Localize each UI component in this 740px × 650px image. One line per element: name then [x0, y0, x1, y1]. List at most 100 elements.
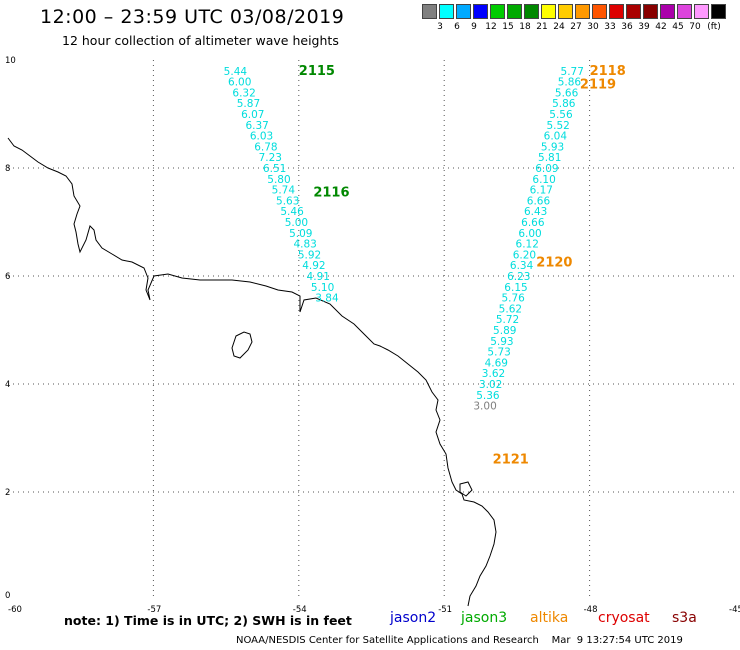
wave-height-value: 3.84	[315, 293, 339, 305]
wave-height-value: 3.62	[482, 368, 505, 380]
color-swatch	[592, 4, 607, 19]
wave-height-value: 5.92	[298, 249, 321, 261]
color-swatch	[575, 4, 590, 19]
y-tick-label: 8	[5, 164, 10, 174]
color-swatch	[643, 4, 658, 19]
wave-height-value: 5.76	[501, 293, 525, 305]
wave-height-value: 5.36	[476, 390, 500, 402]
wave-height-value: 5.93	[541, 141, 564, 153]
wave-height-value: 5.52	[546, 120, 569, 132]
pass-number-label: 2115	[299, 64, 335, 79]
color-swatch	[711, 4, 726, 19]
wave-height-value: 6.07	[241, 109, 264, 121]
wave-height-value: 4.92	[302, 260, 325, 272]
wave-height-value: 6.03	[250, 131, 273, 143]
color-scale-label: 3	[437, 22, 443, 32]
wave-height-value: 4.91	[307, 271, 330, 283]
x-tick-label: -45	[729, 605, 740, 615]
wave-height-value: 6.09	[535, 163, 558, 175]
color-scale-label: 70	[689, 22, 701, 32]
color-scale-label: 33	[604, 22, 616, 32]
wave-height-value: 5.63	[276, 195, 299, 207]
wave-height-value: 5.80	[267, 174, 290, 186]
wave-height-value: 5.73	[487, 347, 510, 359]
map-subtitle: 12 hour collection of altimeter wave hei…	[62, 33, 339, 48]
wave-height-value: 5.93	[490, 336, 513, 348]
color-swatch	[626, 4, 641, 19]
map-title: 12:00 – 23:59 UTC 03/08/2019	[40, 6, 345, 28]
satellite-legend-altika: altika	[530, 610, 569, 626]
y-tick-label: 4	[5, 380, 10, 390]
wave-height-value: 5.81	[538, 152, 561, 164]
footnote: note: 1) Time is in UTC; 2) SWH is in fe…	[64, 613, 352, 628]
y-tick-label: 10	[5, 56, 16, 66]
wave-height-value: 6.17	[530, 185, 553, 197]
color-scale-label: 9	[471, 22, 477, 32]
wave-height-value: 5.87	[237, 98, 260, 110]
wave-height-value: 7.23	[259, 152, 282, 164]
wave-height-value: 6.00	[228, 77, 251, 89]
color-swatch	[473, 4, 488, 19]
wave-height-value: 4.69	[485, 357, 508, 369]
wave-height-value: 5.86	[558, 77, 582, 89]
coastline	[7, 137, 497, 607]
wave-height-value: 5.62	[499, 303, 522, 315]
satellite-legend-s3a: s3a	[672, 610, 697, 626]
wave-height-value: 5.10	[311, 282, 334, 294]
x-tick-label: -57	[147, 605, 161, 615]
wave-height-value: 6.23	[507, 271, 530, 283]
satellite-legend-jason2: jason2	[390, 610, 437, 626]
color-scale-label: 24	[553, 22, 565, 32]
y-tick-label: 2	[5, 488, 10, 498]
pass-number-label: 2120	[536, 256, 572, 271]
credit-line: NOAA/NESDIS Center for Satellite Applica…	[236, 635, 683, 646]
satellite-legend-cryosat: cryosat	[598, 610, 650, 626]
wave-height-value: 5.66	[555, 87, 579, 99]
color-scale-label: 36	[621, 22, 633, 32]
wave-height-value: 6.66	[521, 217, 545, 229]
wave-height-value: 6.20	[513, 249, 536, 261]
color-scale-label: 18	[519, 22, 531, 32]
wave-height-value: 5.86	[552, 98, 576, 110]
wave-height-value: 4.83	[293, 239, 316, 251]
wave-height-value: 5.74	[272, 185, 296, 197]
color-swatch	[677, 4, 692, 19]
x-tick-label: -54	[293, 605, 307, 615]
color-swatch	[541, 4, 556, 19]
pass-number-label: 2121	[493, 453, 529, 468]
color-swatch	[507, 4, 522, 19]
color-swatch	[558, 4, 573, 19]
color-swatch	[694, 4, 709, 19]
wave-height-value: 6.51	[263, 163, 286, 175]
wave-height-value: 6.15	[504, 282, 527, 294]
satellite-legend-jason3: jason3	[461, 610, 508, 626]
wave-height-value: 5.56	[549, 109, 573, 121]
pass-number-label: 2119	[580, 77, 616, 92]
wave-height-value: 3.00	[473, 401, 496, 413]
color-scale-label: 21	[536, 22, 548, 32]
color-scale-label: 39	[638, 22, 650, 32]
wave-height-value: 5.77	[561, 66, 584, 78]
x-tick-label: -48	[584, 605, 598, 615]
color-scale-label: 30	[587, 22, 599, 32]
island-small	[459, 481, 473, 497]
axis-ticks: -60 -57 -54 -51 -48 -45 0 2 4 6 8 10	[5, 56, 740, 615]
wave-height-value: 6.10	[532, 174, 555, 186]
color-swatch	[524, 4, 539, 19]
color-swatch	[490, 4, 505, 19]
island-marajo-area	[231, 331, 253, 359]
wave-height-value: 6.34	[510, 260, 534, 272]
color-swatch	[609, 4, 624, 19]
wave-height-value: 3.02	[479, 379, 502, 391]
wave-height-value: 5.46	[280, 206, 304, 218]
color-swatch	[456, 4, 471, 19]
wave-height-value: 6.37	[245, 120, 268, 132]
wave-height-value: 5.00	[285, 217, 308, 229]
y-tick-label: 0	[5, 591, 10, 601]
wave-height-value: 6.12	[516, 239, 539, 251]
wave-height-value: 6.43	[524, 206, 547, 218]
color-scale-legend: 3 6 9 12 15 18 21 24 27 30 33 36 39 42 45 70 (ft)	[422, 4, 727, 34]
color-swatch	[422, 4, 437, 19]
wave-height-value: 5.44	[224, 66, 248, 78]
